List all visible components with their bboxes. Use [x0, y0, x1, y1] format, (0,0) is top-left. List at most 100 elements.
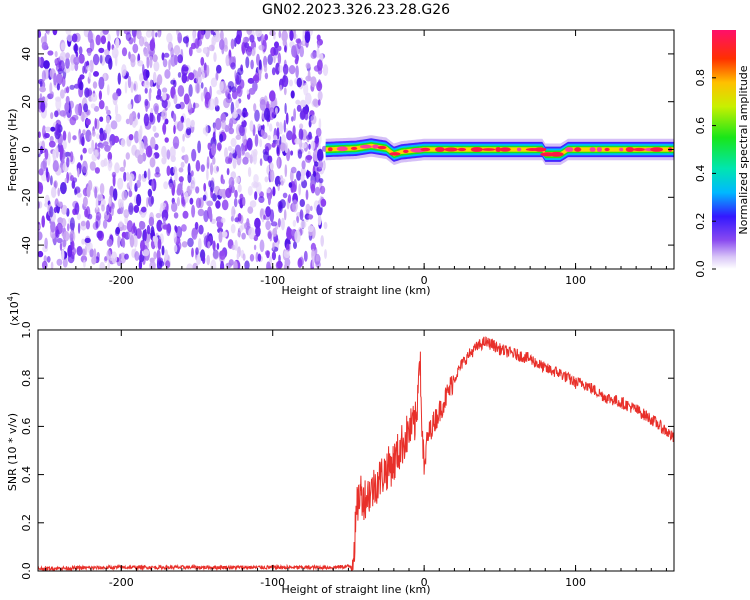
heatmap-noise-cell	[303, 250, 308, 262]
heatmap-noise-cell	[134, 251, 140, 261]
heatmap-noise-cell	[242, 196, 246, 207]
heatmap-noise-cell	[221, 119, 227, 130]
heatmap-noise-cell	[154, 105, 159, 115]
heatmap-noise-cell	[149, 79, 153, 88]
heatmap-noise-cell	[212, 35, 218, 41]
heatmap-noise-cell	[197, 140, 202, 154]
heatmap-noise-cell	[180, 161, 185, 168]
heatmap-noise-cell	[51, 186, 57, 198]
heatmap-noise-cell	[263, 107, 271, 121]
heatmap-noise-cell	[81, 111, 85, 122]
heatmap-noise-cell	[59, 242, 63, 251]
heatmap-noise-cell	[82, 147, 87, 154]
heatmap-noise-cell	[232, 158, 237, 170]
heatmap-noise-cell	[267, 195, 271, 206]
heatmap-noise-cell	[272, 227, 278, 237]
heatmap-noise-cell	[121, 236, 125, 247]
heatmap-noise-cell	[254, 217, 261, 229]
heatmap-noise-cell	[300, 174, 305, 182]
heatmap-noise-cell	[78, 46, 83, 55]
heatmap-noise-cell	[286, 130, 293, 141]
heatmap-noise-cell	[89, 134, 92, 141]
heatmap-noise-cell	[106, 238, 113, 247]
heatmap-noise-cell	[239, 193, 244, 200]
heatmap-noise-cell	[284, 102, 287, 115]
heatmap-noise-cell	[226, 168, 230, 176]
heatmap-noise-cell	[173, 244, 178, 253]
heatmap-noise-cell	[80, 154, 83, 161]
heatmap-noise-cell	[149, 55, 153, 69]
heatmap-noise-cell	[72, 135, 77, 141]
heatmap-noise-cell	[108, 206, 112, 214]
heatmap-noise-cell	[254, 134, 259, 147]
heatmap-noise-cell	[286, 227, 293, 240]
heatmap-noise-cell	[117, 177, 124, 190]
heatmap-noise-cell	[117, 208, 122, 215]
heatmap-noise-cell	[169, 182, 173, 190]
heatmap-noise-cell	[237, 150, 242, 159]
heatmap-noise-cell	[195, 74, 202, 84]
heatmap-noise-cell	[185, 117, 191, 129]
heatmap-noise-cell	[166, 149, 171, 160]
heatmap-noise-cell	[247, 206, 254, 214]
heatmap-noise-cell	[242, 156, 249, 165]
heatmap-noise-cell	[247, 166, 252, 178]
heatmap-noise-cell	[94, 117, 97, 129]
heatmap-y-tick-label: 0	[20, 146, 33, 153]
heatmap-y-tick-label: -20	[20, 188, 33, 206]
heatmap-noise-cell	[323, 221, 328, 230]
heatmap-noise-cell	[192, 30, 196, 44]
heatmap-signal-peak	[350, 146, 358, 150]
heatmap-signal-peak	[420, 147, 431, 152]
heatmap-noise-cell	[76, 213, 81, 221]
heatmap-noise-cell	[129, 113, 134, 126]
heatmap-noise-cell	[173, 113, 177, 123]
heatmap-noise-cell	[115, 226, 121, 235]
heatmap-noise-cell	[126, 171, 130, 182]
heatmap-noise-cell	[206, 254, 210, 266]
heatmap-noise-cell	[84, 237, 91, 244]
heatmap-noise-cell	[147, 43, 151, 52]
heatmap-noise-cell	[106, 249, 111, 261]
heatmap-noise-cell	[65, 86, 70, 94]
heatmap-noise-cell	[235, 34, 241, 45]
heatmap-noise-cell	[244, 42, 250, 49]
heatmap-noise-cell	[280, 217, 285, 231]
heatmap-noise-cell	[148, 194, 154, 207]
heatmap-noise-cell	[210, 259, 217, 269]
heatmap-noise-cell	[96, 133, 100, 140]
heatmap-noise-cell	[39, 93, 43, 102]
heatmap-signal-peak	[327, 147, 333, 152]
heatmap-noise-cell	[278, 65, 284, 73]
heatmap-noise-cell	[209, 162, 214, 176]
heatmap-noise-cell	[293, 30, 297, 40]
heatmap-noise-cell	[259, 138, 263, 148]
heatmap-noise-cell	[182, 198, 186, 206]
heatmap-noise-cell	[138, 260, 143, 269]
heatmap-noise-cell	[164, 249, 169, 260]
heatmap-noise-cell	[281, 30, 288, 42]
heatmap-x-tick-label: -200	[109, 274, 134, 287]
heatmap-noise-cell	[146, 224, 151, 235]
heatmap-signal-peak	[516, 147, 522, 152]
heatmap-noise-cell	[202, 194, 207, 201]
heatmap-noise-cell	[162, 217, 166, 224]
heatmap-noise-cell	[139, 141, 145, 155]
heatmap-noise-cell	[314, 161, 319, 167]
snr-multiplier-label: (x104)	[6, 292, 21, 326]
heatmap-noise-cell	[268, 107, 275, 121]
heatmap-noise-cell	[283, 263, 290, 269]
heatmap-noise-cell	[57, 201, 63, 207]
heatmap-noise-cell	[296, 215, 299, 222]
heatmap-noise-cell	[155, 32, 158, 38]
heatmap-x-tick-label: 100	[565, 274, 586, 287]
heatmap-noise-cell	[284, 164, 288, 178]
heatmap-noise-cell	[230, 38, 235, 50]
colorbar-tick-label: 0.6	[694, 117, 707, 135]
heatmap-signal-peak	[604, 147, 610, 152]
heatmap-noise-cell	[43, 255, 47, 263]
heatmap-noise-cell	[53, 72, 57, 86]
heatmap-noise-cell	[298, 183, 301, 196]
heatmap-noise-cell	[45, 167, 49, 179]
